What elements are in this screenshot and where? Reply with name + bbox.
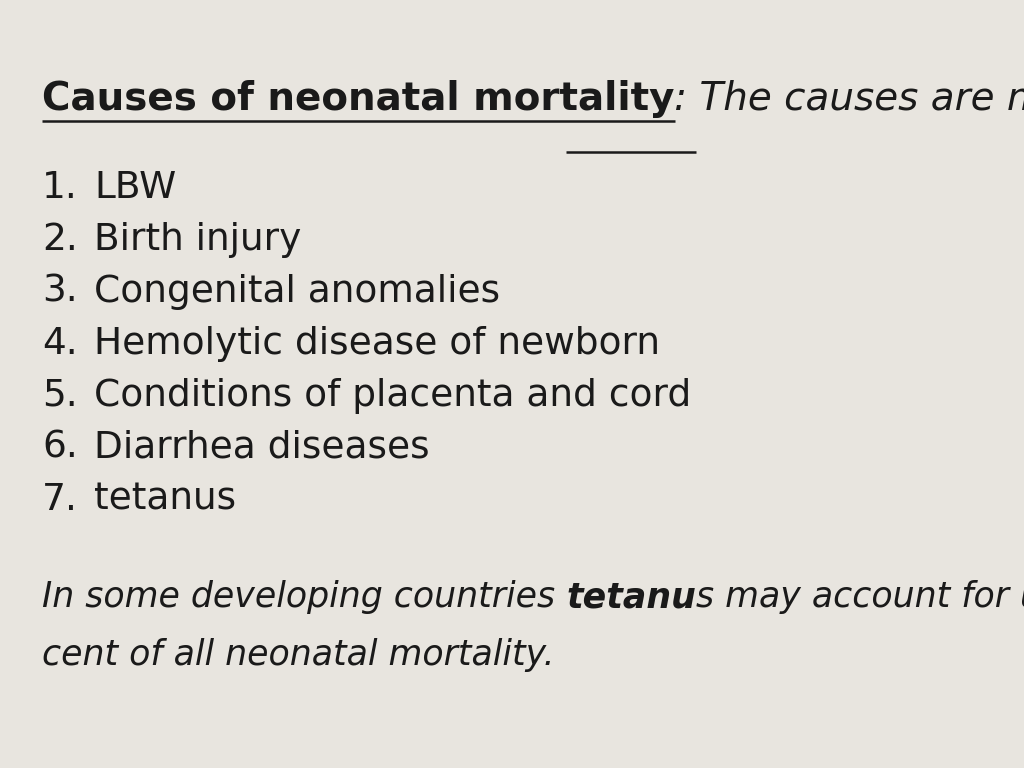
Text: Hemolytic disease of newborn: Hemolytic disease of newborn <box>94 326 660 362</box>
Text: LBW: LBW <box>94 170 176 206</box>
Text: s may account for up to 10 per: s may account for up to 10 per <box>696 580 1024 614</box>
Text: Conditions of placenta and cord: Conditions of placenta and cord <box>94 378 691 414</box>
Text: Congenital anomalies: Congenital anomalies <box>94 274 500 310</box>
Text: 7.: 7. <box>42 482 78 518</box>
Text: 5.: 5. <box>42 378 78 414</box>
Text: 1.: 1. <box>42 170 78 206</box>
Text: Diarrhea diseases: Diarrhea diseases <box>94 430 430 466</box>
Text: Causes of neonatal mortality: Causes of neonatal mortality <box>42 80 675 118</box>
Text: : The causes are multifactorial: : The causes are multifactorial <box>675 80 1024 118</box>
Text: 3.: 3. <box>42 274 78 310</box>
Text: 4.: 4. <box>42 326 78 362</box>
Text: Birth injury: Birth injury <box>94 222 301 258</box>
Text: 6.: 6. <box>42 430 78 466</box>
Text: In some developing countries: In some developing countries <box>42 580 566 614</box>
Text: 2.: 2. <box>42 222 78 258</box>
Text: cent of all neonatal mortality.: cent of all neonatal mortality. <box>42 638 555 672</box>
Text: tetanu: tetanu <box>566 580 696 614</box>
Text: tetanus: tetanus <box>94 482 237 518</box>
